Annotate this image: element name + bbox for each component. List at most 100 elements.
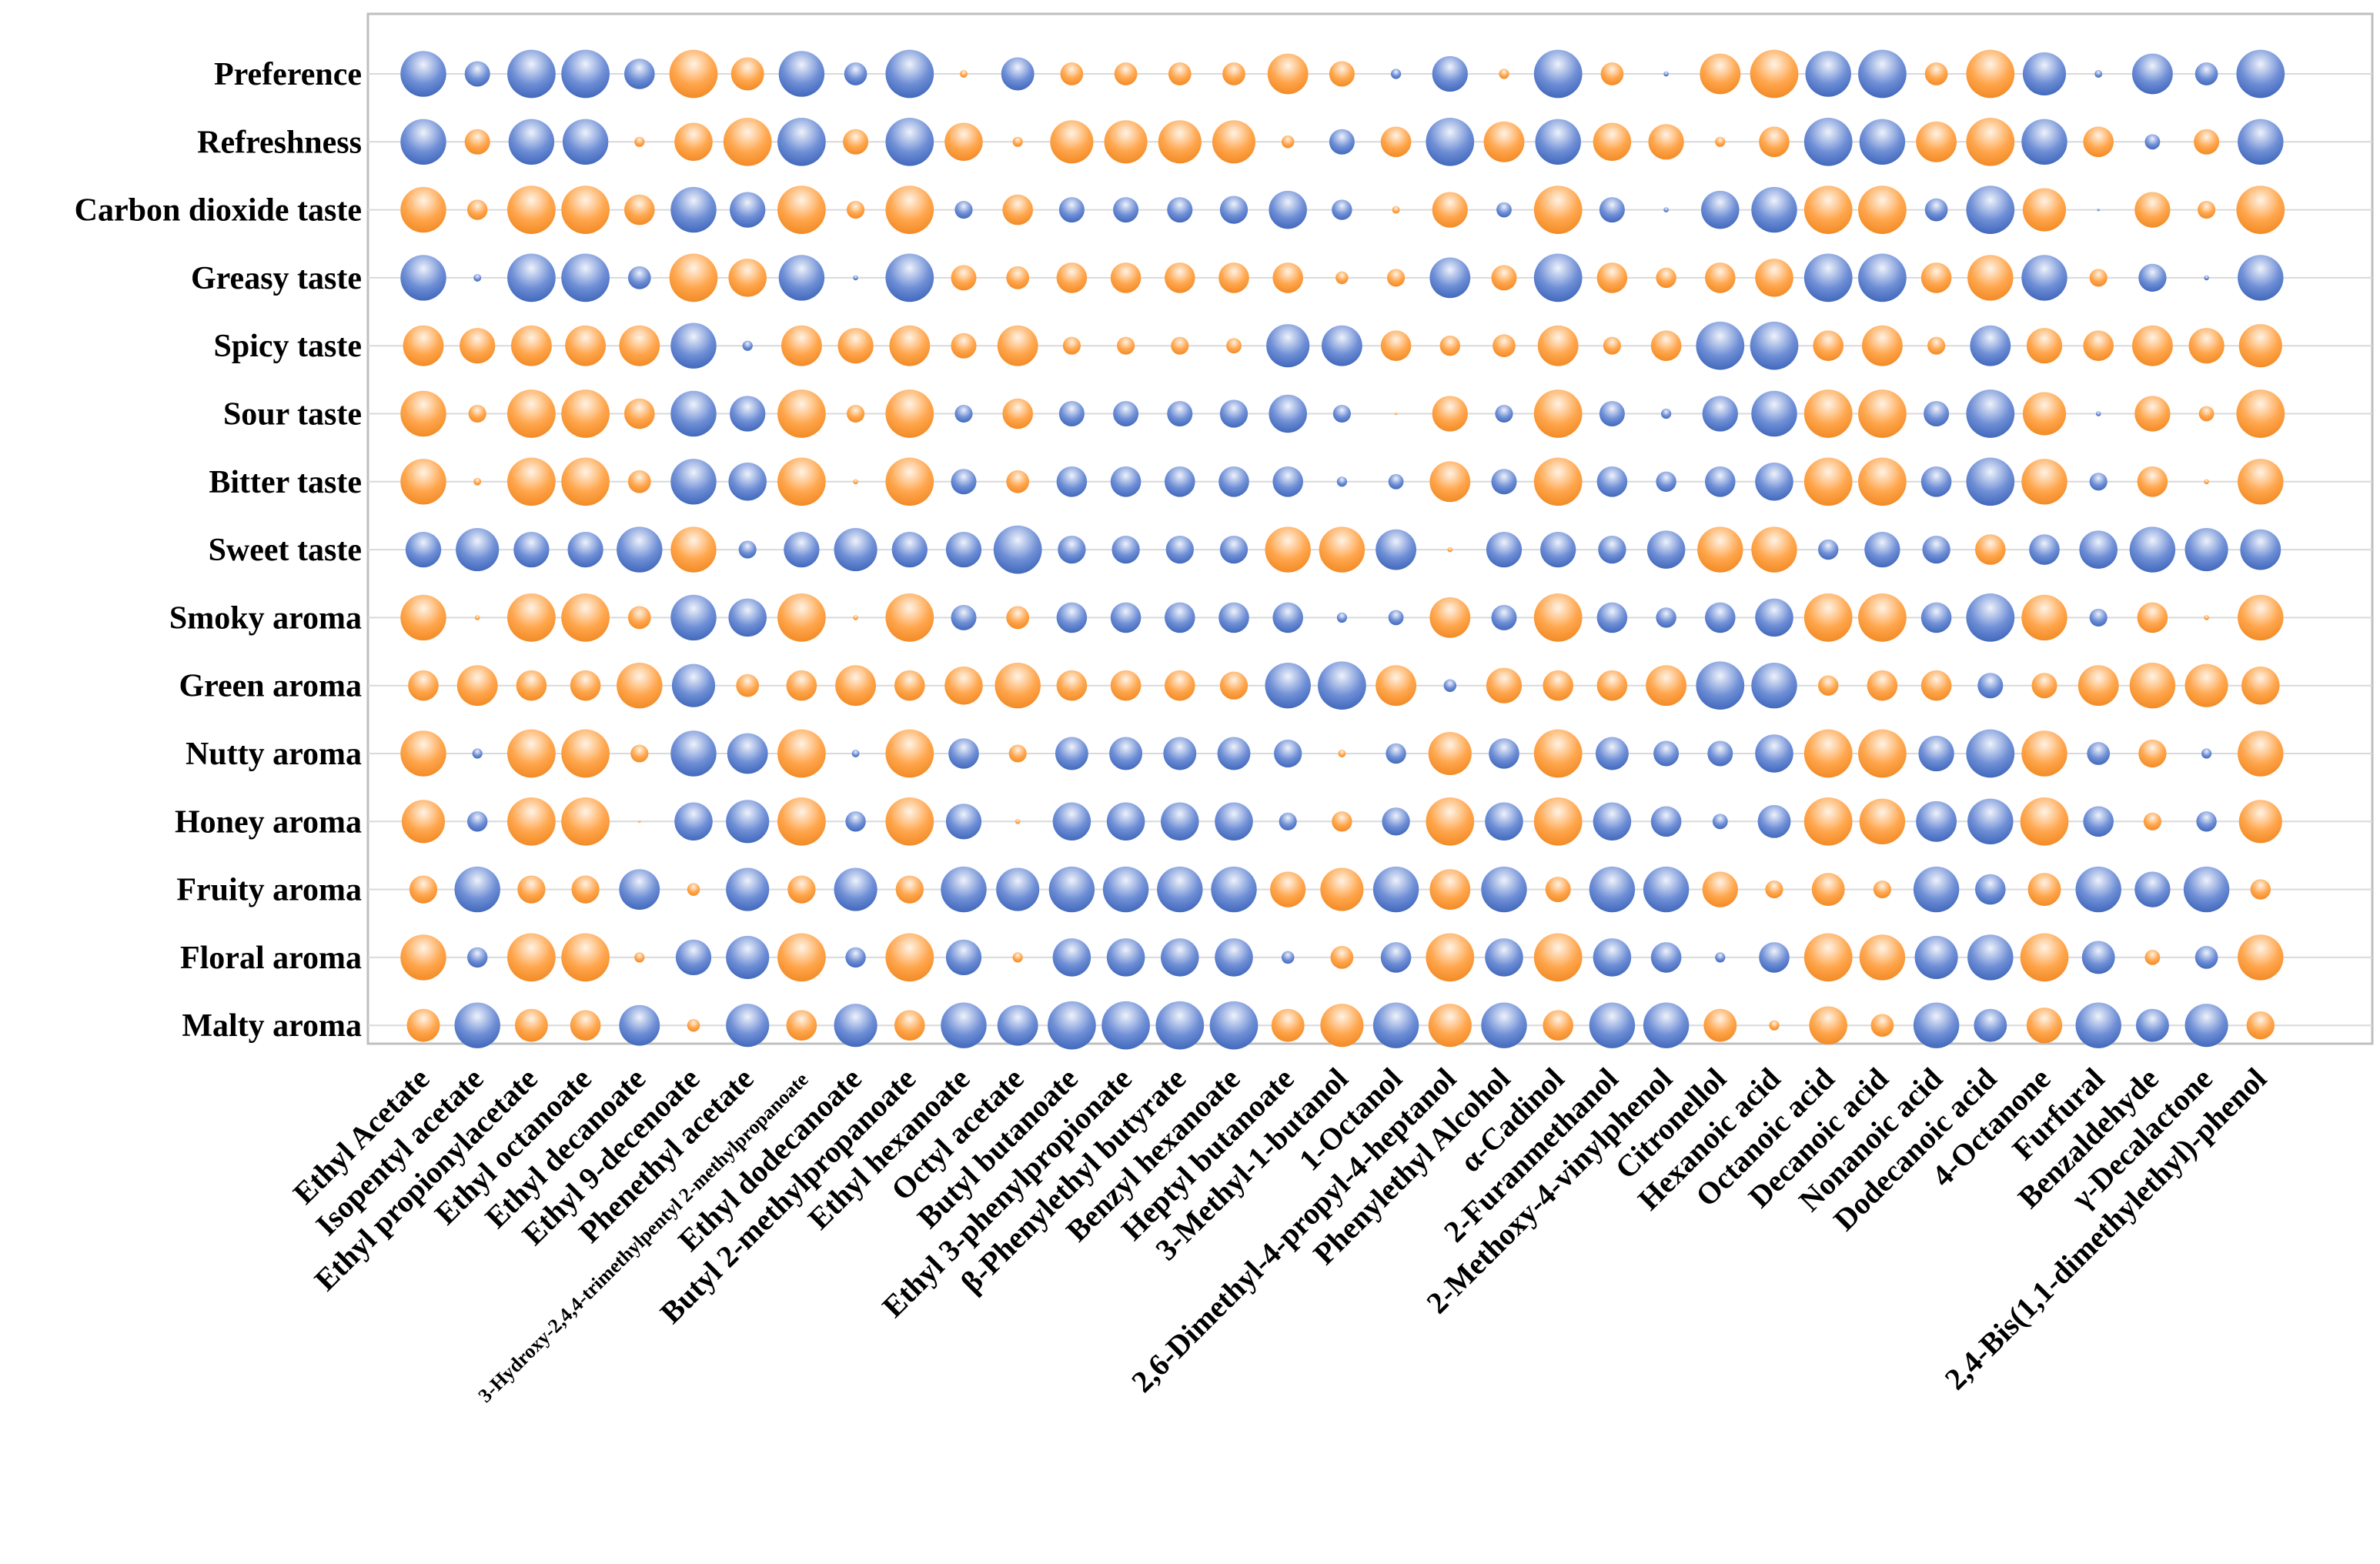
bubble xyxy=(670,526,717,573)
bubble xyxy=(2075,1002,2121,1048)
bubble xyxy=(885,117,934,166)
bubble xyxy=(1272,262,1303,293)
bubble xyxy=(1916,800,1957,842)
bubble xyxy=(996,867,1040,911)
row-label: Carbon dioxide taste xyxy=(75,193,362,229)
bubble xyxy=(1966,117,2015,166)
bubble xyxy=(1705,466,1736,497)
bubble xyxy=(777,593,826,642)
bubble xyxy=(1058,197,1085,223)
bubble xyxy=(507,593,556,642)
bubble xyxy=(2201,748,2212,759)
bubble xyxy=(1646,665,1687,707)
bubble xyxy=(1062,336,1081,355)
bubble xyxy=(1008,744,1027,763)
bubble xyxy=(777,117,826,166)
bubble xyxy=(561,933,610,982)
bubble xyxy=(562,119,609,165)
bubble xyxy=(1533,797,1583,846)
row-label: Bitter taste xyxy=(209,465,362,500)
row-label: Nutty aroma xyxy=(186,737,362,772)
bubble xyxy=(1700,53,1741,95)
bubble xyxy=(845,811,866,832)
bubble xyxy=(507,457,556,506)
bubble xyxy=(2238,800,2282,844)
bubble xyxy=(2029,534,2060,565)
bubble xyxy=(885,49,934,99)
bubble xyxy=(1267,53,1309,95)
bubble xyxy=(2194,946,2218,969)
bubble xyxy=(1106,938,1145,977)
bubble xyxy=(2238,934,2284,981)
bubble xyxy=(508,119,555,165)
bubble xyxy=(2184,663,2228,707)
bubble xyxy=(400,51,446,97)
bubble xyxy=(1002,398,1033,429)
row-label: Green aroma xyxy=(179,669,362,704)
bubble xyxy=(889,325,931,366)
bubble xyxy=(1376,529,1416,570)
bubble xyxy=(2021,730,2067,777)
bubble xyxy=(2021,459,2067,505)
bubble xyxy=(1537,325,1579,366)
bubble xyxy=(2238,730,2284,777)
bubble xyxy=(944,666,983,705)
bubble xyxy=(1600,62,1624,85)
bubble xyxy=(2184,1004,2228,1048)
bubble xyxy=(2083,330,2114,362)
bubble xyxy=(1920,466,1952,497)
bubble xyxy=(2022,188,2067,232)
bubble xyxy=(853,479,858,485)
bubble xyxy=(1599,401,1625,426)
bubble xyxy=(1101,1001,1150,1050)
bubble xyxy=(1858,185,1907,234)
bubble xyxy=(1481,866,1527,913)
bubble xyxy=(669,49,718,99)
bubble xyxy=(1755,259,1793,297)
bubble xyxy=(1426,117,1475,166)
bubble xyxy=(1052,938,1091,977)
bubble xyxy=(400,594,446,641)
bubble xyxy=(687,1018,700,1032)
bubble xyxy=(777,457,826,506)
bubble xyxy=(2196,811,2217,832)
bubble xyxy=(1656,607,1676,628)
bubble xyxy=(507,797,556,846)
bubble xyxy=(1048,1001,1096,1050)
bubble xyxy=(570,1010,601,1041)
bubble xyxy=(561,457,610,506)
bubble xyxy=(777,797,826,846)
bubble xyxy=(467,947,488,968)
bubble xyxy=(1803,117,1853,166)
bubble xyxy=(1269,394,1307,433)
bubble xyxy=(885,389,934,438)
bubble xyxy=(1219,671,1248,700)
bubble xyxy=(456,665,498,707)
bubble xyxy=(1219,196,1248,224)
row-label: Greasy taste xyxy=(191,261,362,296)
bubble xyxy=(507,729,556,778)
bubble xyxy=(1859,119,1906,165)
bubble xyxy=(1219,399,1248,428)
bubble xyxy=(2081,941,2115,974)
bubble xyxy=(1867,670,1898,701)
bubble xyxy=(2204,275,2209,281)
bubble xyxy=(1109,737,1143,770)
bubble xyxy=(1388,610,1404,626)
bubble xyxy=(1161,938,1199,977)
bubble xyxy=(1211,866,1257,913)
bubble xyxy=(1491,604,1517,630)
bubble xyxy=(456,528,500,572)
bubble xyxy=(1272,602,1303,633)
bubble xyxy=(1603,336,1621,355)
bubble xyxy=(472,748,483,759)
bubble xyxy=(1167,401,1193,426)
bubble xyxy=(1589,1002,1636,1048)
bubble xyxy=(473,273,482,282)
bubble xyxy=(777,185,826,234)
bubble xyxy=(507,49,556,99)
bubble xyxy=(565,325,606,366)
bubble xyxy=(1447,546,1453,553)
bubble xyxy=(1596,262,1628,293)
